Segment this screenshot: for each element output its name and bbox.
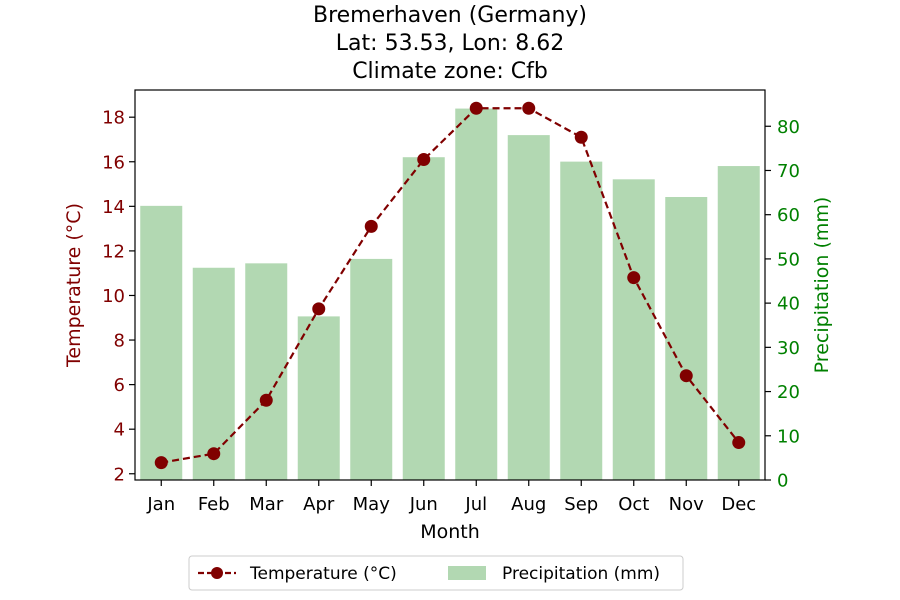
x-tick-label: Feb (198, 494, 230, 515)
chart-title: Bremerhaven (Germany) Lat: 53.53, Lon: 8… (313, 3, 587, 84)
temperature-point (574, 130, 588, 144)
precipitation-bar (350, 258, 393, 480)
temperature-point (417, 153, 431, 167)
legend-precipitation-label: Precipitation (mm) (502, 564, 660, 584)
x-tick-label: Nov (669, 494, 704, 515)
temperature-point (469, 101, 483, 115)
right-y-tick-label: 20 (777, 382, 800, 403)
legend-temperature-marker (211, 567, 223, 579)
right-y-axis-label: Precipitation (mm) (811, 197, 833, 374)
temperature-point (312, 302, 326, 316)
right-y-tick-label: 70 (777, 161, 800, 182)
precipitation-bar (560, 161, 603, 480)
precipitation-bar (402, 157, 445, 481)
right-y-tick-label: 50 (777, 249, 800, 270)
x-tick-label: Oct (618, 494, 649, 515)
x-tick-label: Mar (249, 494, 284, 515)
temperature-point (154, 456, 168, 470)
temperature-point (259, 393, 273, 407)
x-tick-label: Jan (146, 494, 175, 515)
right-y-tick-label: 80 (777, 117, 800, 138)
precipitation-bar (297, 316, 340, 480)
temperature-line (154, 101, 746, 470)
left-y-tick-label: 10 (102, 286, 125, 307)
precipitation-bar (665, 197, 708, 480)
left-y-tick-label: 8 (114, 331, 125, 352)
x-axis: Jan Feb Mar Apr May Jun Jul Aug Sep Oct Nov Dec (146, 480, 756, 515)
precipitation-bars (140, 108, 760, 481)
precipitation-bar (455, 108, 498, 481)
x-tick-label: Dec (721, 494, 756, 515)
left-y-tick-label: 2 (114, 464, 125, 485)
left-y-tick-label: 16 (102, 152, 125, 173)
legend-temperature-label: Temperature (°C) (249, 564, 397, 584)
right-y-axis: 0 10 20 30 40 50 60 70 80 (765, 117, 800, 492)
temperature-point (627, 271, 641, 285)
right-y-tick-label: 30 (777, 338, 800, 359)
precipitation-bar (192, 267, 235, 480)
precipitation-bar (507, 135, 550, 480)
right-y-tick-label: 0 (777, 471, 788, 492)
legend-box (188, 555, 684, 591)
temperature-point (207, 447, 221, 461)
left-y-tick-label: 12 (102, 241, 125, 262)
left-y-tick-label: 4 (114, 420, 125, 441)
x-tick-label: Sep (564, 494, 598, 515)
precipitation-bar (717, 166, 760, 480)
x-tick-label: Aug (511, 494, 546, 515)
x-tick-label: Apr (303, 494, 335, 515)
x-tick-label: May (353, 494, 391, 515)
right-y-tick-label: 60 (777, 205, 800, 226)
precipitation-bar (140, 205, 183, 480)
temperature-point (732, 436, 746, 450)
left-y-tick-label: 6 (114, 375, 125, 396)
temperature-series-line (161, 107, 740, 464)
x-axis-label: Month (420, 521, 480, 543)
plot-frame (134, 89, 766, 481)
title-line-3: Climate zone: Cfb (352, 59, 548, 84)
title-line-1: Bremerhaven (Germany) (313, 3, 587, 28)
legend: Temperature (°C) Precipitation (mm) (188, 555, 684, 591)
title-line-2: Lat: 53.53, Lon: 8.62 (336, 31, 564, 56)
legend-precipitation-swatch (448, 566, 486, 580)
precipitation-bar (612, 179, 655, 480)
temperature-point (522, 101, 536, 115)
left-y-axis: 2 4 6 8 10 12 14 16 18 (102, 108, 135, 485)
right-y-tick-label: 10 (777, 426, 800, 447)
precipitation-bar (245, 263, 288, 480)
temperature-point (679, 369, 693, 383)
temperature-point (364, 219, 378, 233)
left-y-axis-label: Temperature (°C) (63, 203, 85, 368)
right-y-tick-label: 40 (777, 294, 800, 315)
left-y-tick-label: 14 (102, 197, 125, 218)
left-y-tick-label: 18 (102, 108, 125, 129)
x-tick-label: Jul (464, 494, 487, 515)
x-tick-label: Jun (409, 494, 438, 515)
